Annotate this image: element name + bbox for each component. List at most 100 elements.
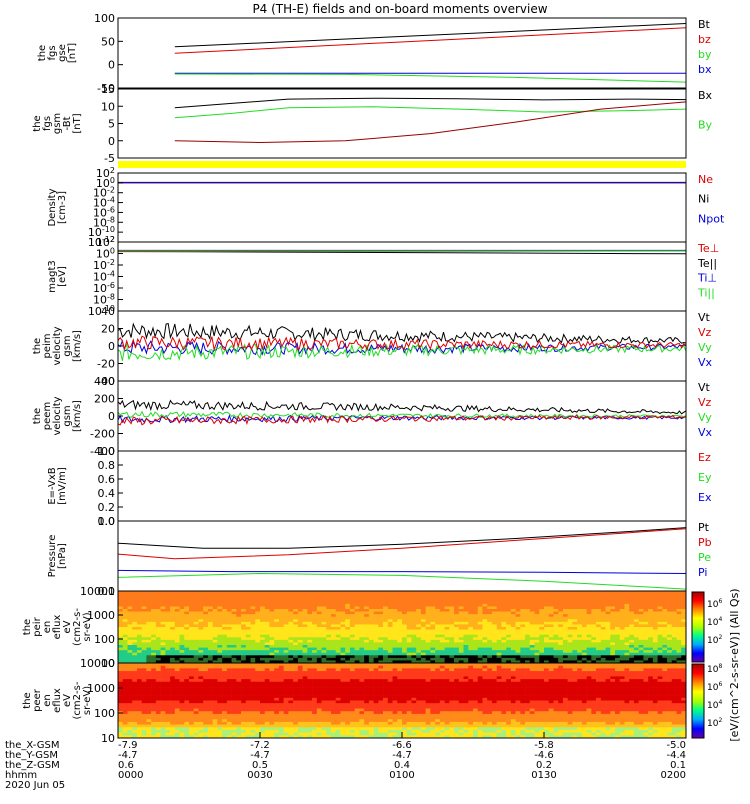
heatmap-cell [440,627,445,630]
heatmap-cell [639,627,644,630]
heatmap-cell [454,650,459,653]
heatmap-cell [350,687,355,690]
heatmap-cell [303,717,308,720]
heatmap-cell [407,637,412,640]
heatmap-cell [288,701,293,704]
heatmap-cell [284,676,289,679]
heatmap-cell [288,653,293,656]
heatmap-cell [397,594,402,597]
heatmap-cell [388,645,393,648]
heatmap-cell [298,619,303,622]
heatmap-cell [227,596,232,599]
heatmap-cell [288,648,293,651]
heatmap-cell [511,653,516,656]
heatmap-cell [198,698,203,701]
heatmap-cell [355,645,360,648]
heatmap-cell [340,650,345,653]
heatmap-cell [194,612,199,615]
heatmap-cell [180,655,185,658]
heatmap-cell [553,635,558,638]
heatmap-cell [151,614,156,617]
heatmap-cell [208,706,213,709]
heatmap-cell [241,717,246,720]
heatmap-cell [345,706,350,709]
heatmap-cell [530,622,535,625]
heatmap-cell [497,637,502,640]
heatmap-cell [610,599,615,602]
heatmap-cell [198,599,203,602]
heatmap-cell [615,635,620,638]
heatmap-cell [269,635,274,638]
heatmap-cell [397,617,402,620]
heatmap-cell [222,612,227,615]
heatmap-cell [241,640,246,643]
heatmap-cell [284,653,289,656]
heatmap-cell [146,594,151,597]
heatmap-cell [440,645,445,648]
heatmap-cell [359,630,364,633]
heatmap-cell [232,606,237,609]
heatmap-cell [445,653,450,656]
heatmap-cell [558,609,563,612]
heatmap-cell [322,640,327,643]
legend-bz: bz [698,33,711,46]
heatmap-cell [629,617,634,620]
heatmap-cell [156,601,161,604]
heatmap-cell [175,624,180,627]
heatmap-cell [345,714,350,717]
heatmap-cell [326,645,331,648]
heatmap-cell [487,655,492,658]
series-vy [118,412,686,418]
heatmap-cell [667,622,672,625]
heatmap-cell [606,619,611,622]
heatmap-cell [213,722,218,725]
heatmap-cell [662,617,667,620]
heatmap-cell [208,614,213,617]
heatmap-cell [118,690,123,693]
heatmap-cell [634,635,639,638]
heatmap-cell [435,612,440,615]
legend-npot: Npot [698,212,725,225]
heatmap-cell [303,701,308,704]
heatmap-cell [246,640,251,643]
heatmap-cell [260,635,265,638]
heatmap-cell [175,714,180,717]
heatmap-cell [265,698,270,701]
heatmap-cell [260,701,265,704]
heatmap-cell [184,648,189,651]
heatmap-cell [118,682,123,685]
heatmap-cell [582,604,587,607]
heatmap-cell [563,630,568,633]
heatmap-cell [118,679,123,682]
heatmap-cell [180,703,185,706]
heatmap-cell [213,690,218,693]
heatmap-cell [402,655,407,658]
heatmap-cell [236,714,241,717]
heatmap-cell [269,601,274,604]
heatmap-cell [251,730,256,733]
heatmap-cell [180,682,185,685]
heatmap-cell [520,627,525,630]
heatmap-cell [284,640,289,643]
heatmap-cell [326,637,331,640]
heatmap-cell [482,604,487,607]
legend-ni: Ni [698,193,709,206]
heatmap-cell [563,606,568,609]
heatmap-cell [189,687,194,690]
heatmap-cell [374,635,379,638]
heatmap-cell [572,606,577,609]
heatmap-cell [340,684,345,687]
heatmap-cell [288,684,293,687]
heatmap-cell [165,640,170,643]
heatmap-cell [227,655,232,658]
heatmap-cell [165,614,170,617]
heatmap-cell [269,622,274,625]
heatmap-cell [227,624,232,627]
heatmap-cell [198,684,203,687]
heatmap-cell [246,730,251,733]
heatmap-cell [535,637,540,640]
heatmap-cell [175,674,180,677]
heatmap-cell [672,645,677,648]
heatmap-cell [497,609,502,612]
heatmap-cell [558,637,563,640]
